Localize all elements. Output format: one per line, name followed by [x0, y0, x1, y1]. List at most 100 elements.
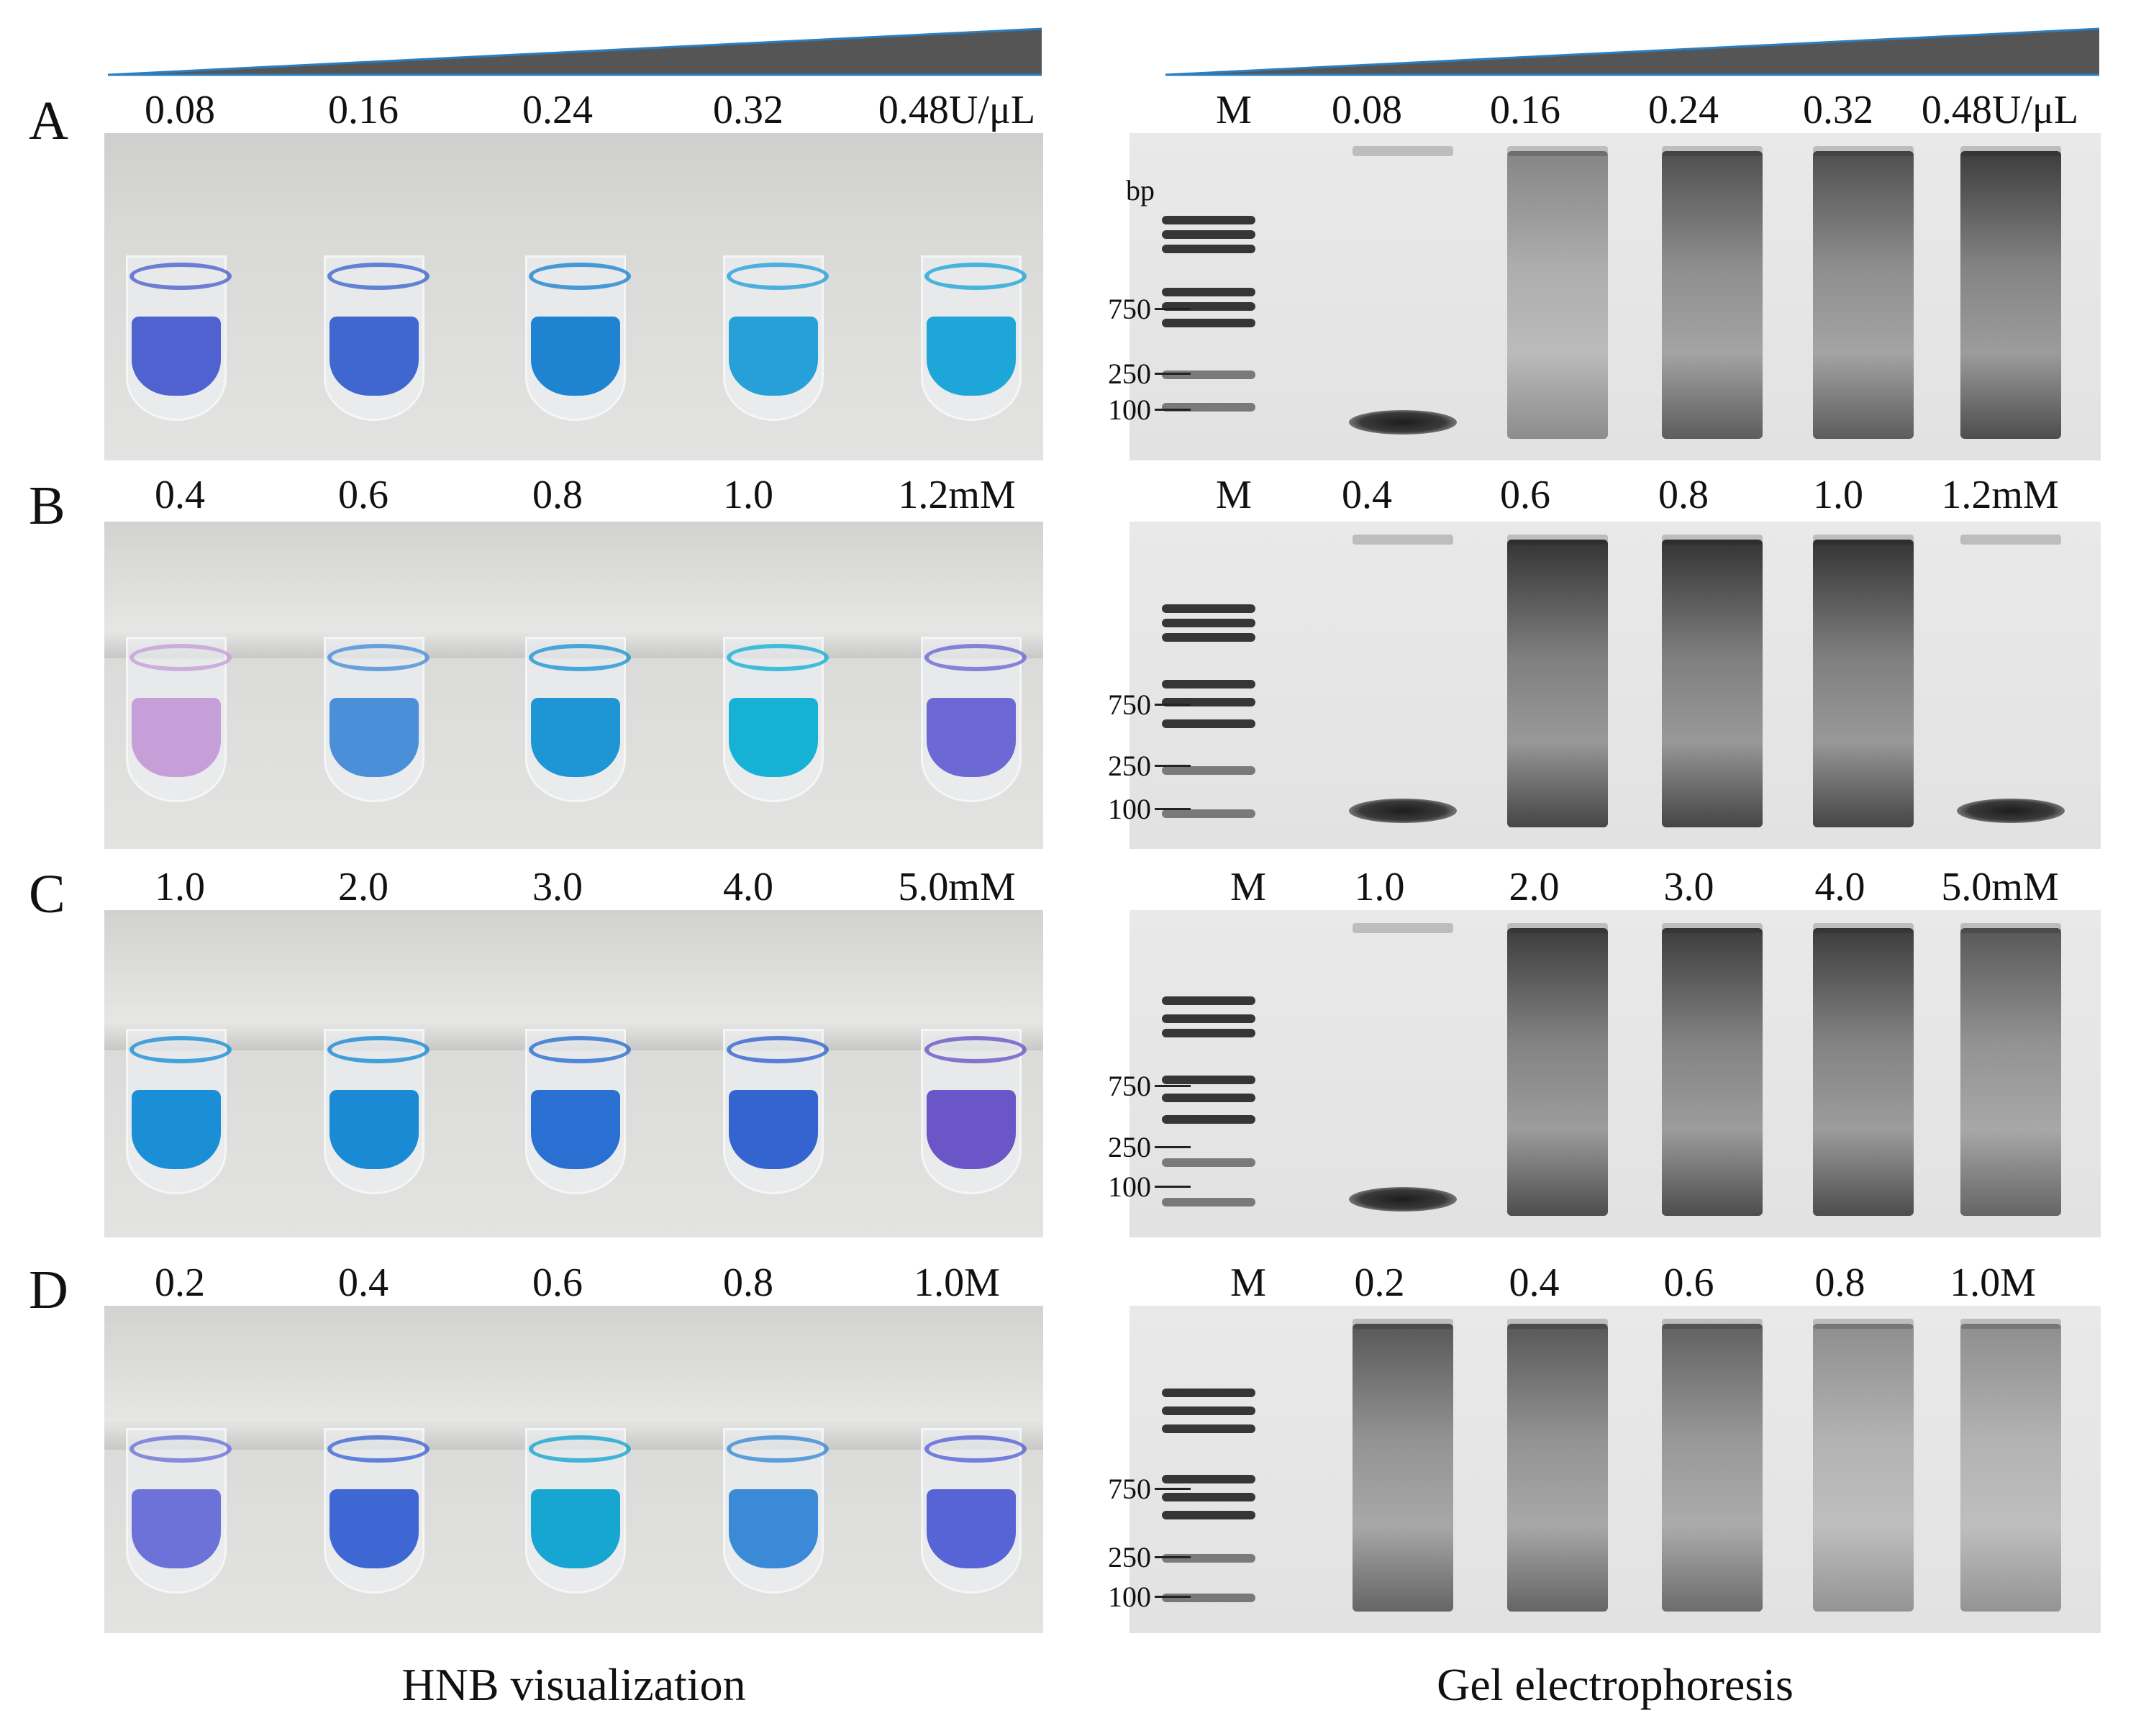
- tube-meniscus: [727, 1435, 829, 1463]
- marker-tick: [1155, 373, 1191, 375]
- concentration-ramp-left: [108, 27, 1042, 76]
- primer-dimer-band: [1957, 799, 2065, 823]
- conc-label: 1.2mM: [898, 473, 1016, 517]
- lane-label: 1.0M: [1950, 1260, 2036, 1305]
- hnb-solution: [927, 1090, 1016, 1169]
- sample-lane: [1507, 1324, 1608, 1612]
- ladder-band: [1162, 809, 1255, 818]
- marker-250-label: 250: [1108, 1131, 1151, 1163]
- ladder-band: [1162, 1094, 1255, 1102]
- lane-label: 0.2: [1354, 1260, 1405, 1305]
- tube-meniscus: [924, 644, 1027, 671]
- bp-unit-label: bp: [1126, 174, 1155, 206]
- tube-meniscus: [529, 1036, 631, 1063]
- sample-lane: [1960, 928, 2061, 1216]
- ladder-band: [1162, 996, 1255, 1005]
- gel-well: [1353, 535, 1453, 545]
- rack-shelf: [104, 1306, 1043, 1450]
- conc-label: 1.0: [723, 473, 773, 517]
- marker-750-label: 750: [1108, 293, 1151, 325]
- lane-label: M: [1230, 1260, 1266, 1305]
- left-conc-row-d: 0.2 0.4 0.6 0.8 1.0M: [104, 1263, 1061, 1303]
- hnb-photo-d: [104, 1306, 1043, 1633]
- panel-letter-d: D: [29, 1260, 68, 1320]
- gel-lane-labels-a: M 0.08 0.16 0.24 0.32 0.48U/μL: [1180, 90, 2086, 130]
- sample-lane: [1813, 928, 1914, 1216]
- sample-lane: [1662, 928, 1763, 1216]
- sample-lane: [1662, 1324, 1763, 1612]
- gel-lane-labels-b: M 0.4 0.6 0.8 1.0 1.2mM: [1180, 475, 2086, 515]
- lane-label: 0.6: [1500, 473, 1550, 517]
- ladder-band: [1162, 1115, 1255, 1124]
- primer-dimer-band: [1349, 1187, 1457, 1212]
- sample-lane: [1353, 1324, 1453, 1612]
- sample-lane: [1813, 151, 1914, 439]
- gel-lane-labels-c: M 1.0 2.0 3.0 4.0 5.0mM: [1194, 867, 2086, 907]
- gel-well: [1960, 1319, 2061, 1329]
- hnb-solution: [729, 1489, 818, 1568]
- gel-well: [1813, 1319, 1914, 1329]
- sample-lane: [1813, 540, 1914, 827]
- marker-100-label: 100: [1108, 1581, 1151, 1613]
- panel-letter-b: B: [29, 476, 65, 536]
- ladder-band: [1162, 1554, 1255, 1563]
- sample-lane: [1813, 1324, 1914, 1612]
- conc-label: 0.2: [155, 1260, 205, 1305]
- marker-tick: [1155, 1186, 1191, 1188]
- sample-lane: [1960, 151, 2061, 439]
- marker-tick: [1155, 409, 1191, 411]
- marker-100-label: 100: [1108, 1171, 1151, 1203]
- hnb-solution: [729, 317, 818, 396]
- hnb-photo-c: [104, 910, 1043, 1237]
- lane-label: 5.0mM: [1941, 865, 2059, 909]
- ladder-band: [1162, 216, 1255, 224]
- primer-dimer-band: [1349, 410, 1457, 435]
- lane-label: M: [1216, 88, 1252, 132]
- left-conc-row-b: 0.4 0.6 0.8 1.0 1.2mM: [104, 475, 1061, 515]
- tube-meniscus: [924, 263, 1027, 290]
- ladder-band: [1162, 633, 1255, 642]
- gel-image-d: [1129, 1306, 2101, 1633]
- caption-gel-electrophoresis: Gel electrophoresis: [1437, 1659, 1794, 1710]
- conc-label: 3.0: [532, 865, 583, 909]
- primer-dimer-band: [1349, 799, 1457, 823]
- tube-meniscus: [727, 644, 829, 671]
- marker-100-label: 100: [1108, 394, 1151, 426]
- hnb-solution: [729, 698, 818, 777]
- hnb-photo-a: [104, 133, 1043, 460]
- ladder-band: [1162, 1493, 1255, 1501]
- ladder-band: [1162, 1076, 1255, 1084]
- ladder-band: [1162, 1475, 1255, 1483]
- ladder-band: [1162, 230, 1255, 239]
- lane-label: 0.4: [1509, 1260, 1560, 1305]
- tube-meniscus: [529, 1435, 631, 1463]
- hnb-solution: [531, 1489, 620, 1568]
- conc-label: 5.0mM: [898, 865, 1016, 909]
- ladder-band: [1162, 619, 1255, 627]
- ladder-band: [1162, 245, 1255, 253]
- marker-tick: [1155, 1556, 1191, 1558]
- lane-label: 0.4: [1342, 473, 1392, 517]
- hnb-solution: [132, 698, 221, 777]
- conc-label: 0.6: [338, 473, 388, 517]
- ladder-band: [1162, 1511, 1255, 1519]
- marker-tick: [1155, 1596, 1191, 1598]
- lane-label: M: [1230, 865, 1266, 909]
- left-conc-row-c: 1.0 2.0 3.0 4.0 5.0mM: [104, 867, 1061, 907]
- lane-label: 0.8: [1814, 1260, 1865, 1305]
- lane-label: M: [1216, 473, 1252, 517]
- lane-label: 0.16: [1490, 88, 1560, 132]
- sample-lane: [1507, 540, 1608, 827]
- gel-image-c: [1129, 910, 2101, 1237]
- conc-label: 0.24: [522, 88, 593, 132]
- marker-tick: [1155, 765, 1191, 767]
- conc-label: 0.8: [532, 473, 583, 517]
- hnb-solution: [531, 698, 620, 777]
- ladder-band: [1162, 604, 1255, 613]
- conc-label: 2.0: [338, 865, 388, 909]
- hnb-solution: [729, 1090, 818, 1169]
- hnb-solution: [927, 698, 1016, 777]
- marker-tick: [1155, 308, 1191, 310]
- panel-letter-a: A: [29, 91, 68, 151]
- gel-well: [1960, 535, 2061, 545]
